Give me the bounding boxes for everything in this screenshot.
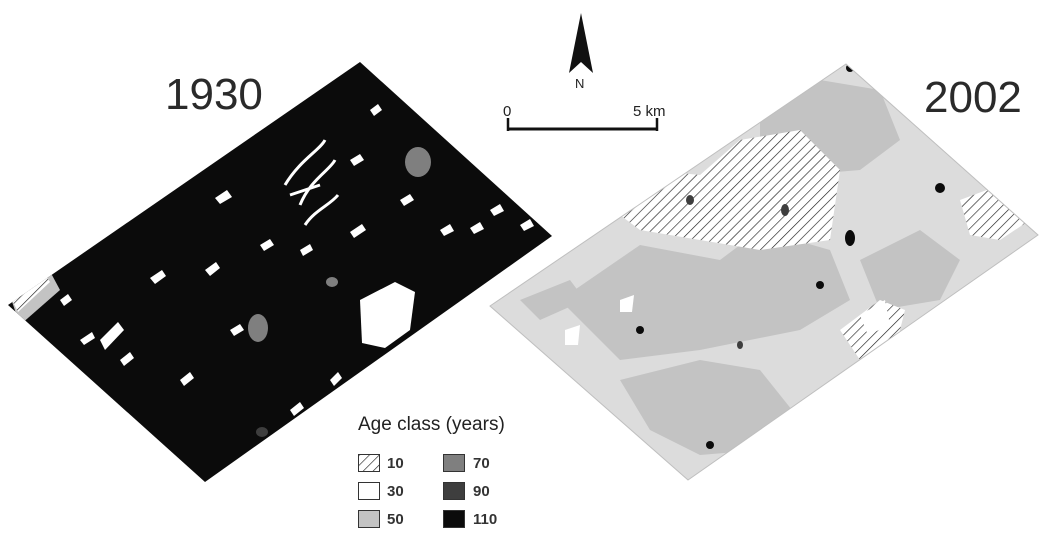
legend-swatch-70 xyxy=(443,454,465,472)
legend-swatch-50 xyxy=(358,510,380,528)
scale-bar xyxy=(506,118,659,131)
legend-swatch-110 xyxy=(443,510,465,528)
legend: Age class (years) 10 30 50 70 90 110 xyxy=(352,410,562,535)
map-1930 xyxy=(8,62,552,482)
legend-swatch-30 xyxy=(358,482,380,500)
north-label: N xyxy=(575,76,585,91)
map-year-label: 2002 xyxy=(924,73,1022,122)
legend-label: 90 xyxy=(473,483,490,500)
legend-swatch-10 xyxy=(358,454,380,472)
legend-label: 30 xyxy=(387,483,404,500)
legend-label: 10 xyxy=(387,455,404,472)
legend-swatch-90 xyxy=(443,482,465,500)
legend-title: Age class (years) xyxy=(358,414,505,435)
map-year-label: 1930 xyxy=(165,70,263,119)
legend-label: 70 xyxy=(473,455,490,472)
map-2002 xyxy=(489,63,1039,481)
legend-label: 50 xyxy=(387,511,404,528)
legend-label: 110 xyxy=(473,511,498,528)
hatch-swatch-icon xyxy=(359,455,379,471)
scale-start-label: 0 xyxy=(503,103,512,120)
north-arrow-icon xyxy=(569,13,593,73)
scale-end-label: 5 km xyxy=(633,103,666,120)
